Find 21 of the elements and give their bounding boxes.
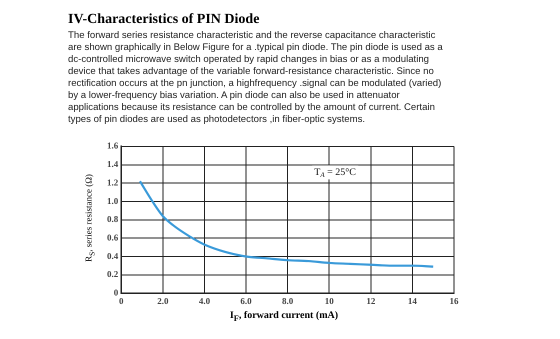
y-tick-label: 1.4 [107,159,119,170]
y-tick-label: 0.6 [107,232,119,242]
y-tick-label: 0.2 [107,269,119,280]
y-tick-label: 1.6 [107,140,119,151]
x-tick-label: 4.0 [198,296,211,306]
x-tick-label: 6.0 [240,296,252,306]
y-tick-label: 1.2 [107,177,119,188]
y-tick-label: 0.4 [107,250,119,261]
x-axis-title: I$_{F}$, forward current (mA) [228,310,340,323]
y-tick-label: 0.8 [107,214,119,224]
x-tick-label: 8.0 [282,296,294,306]
x-tick-label: 14 [408,296,418,306]
x-tick-label: 2.0 [157,296,169,306]
y-tick-label: 0 [114,288,119,298]
x-tick-label: 16 [450,296,459,306]
x-tick-label: 10 [324,296,334,306]
x-tick-label: 12 [366,296,376,306]
chart-title: IV-Characteristics of PIN Diode [68,12,260,28]
line-series [138,180,434,268]
y-tick-label: 1.0 [107,196,119,206]
chart-subtitle: The forward series resistance characteristic and the reverse capacitance characteristic are shown graphically in Below Figure for a .typical pin diode. The pin diode is used as a dc-controlled microwave switch operated by rapid changes in bias or as a modulating device that takes advantage of the variable forward-resistance characteristic. Since no rectification occurs at the pn junction, a highfrequency .signal can be modulated (varied) by a lower-frequency bias variation. A pin diode can also be used in attenuator applications because its resistance can be controlled by the amount of current. Certain types of pin diodes are used as photodetectors ,in fiber-optic systems. [68,30,444,126]
